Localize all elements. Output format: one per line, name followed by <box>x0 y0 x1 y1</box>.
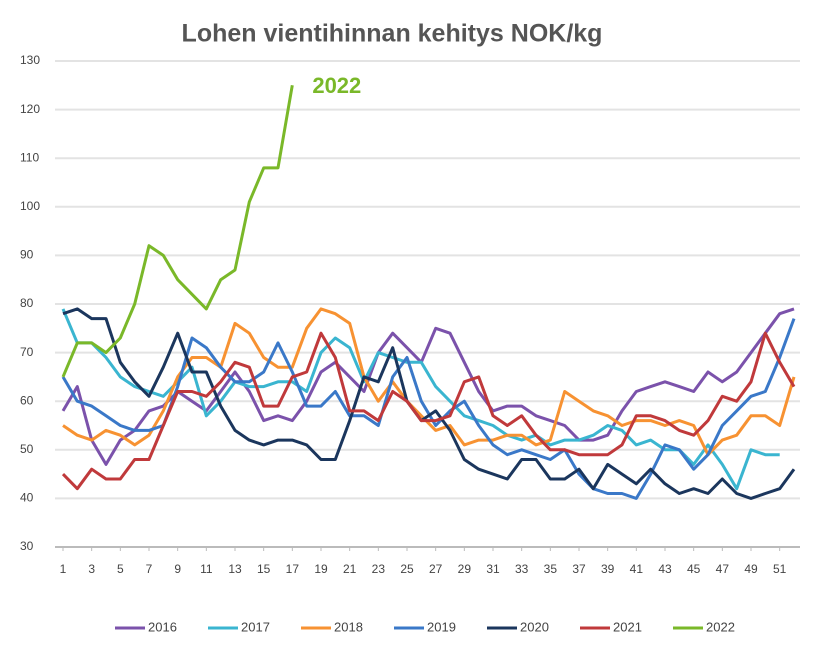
y-tick-label: 90 <box>20 248 34 262</box>
y-tick-label: 110 <box>20 150 39 164</box>
chart-title: Lohen vientihinnan kehitys NOK/kg <box>182 20 603 48</box>
x-tick-label: 31 <box>486 562 500 576</box>
x-tick-label: 13 <box>228 562 242 576</box>
x-tick-label: 21 <box>343 562 357 576</box>
legend-label: 2022 <box>706 619 735 634</box>
y-tick-label: 130 <box>20 53 40 67</box>
series-line <box>61 331 796 491</box>
x-tick-label: 29 <box>458 562 472 576</box>
x-tick-label: 11 <box>200 562 213 576</box>
legend-label: 2018 <box>334 619 363 634</box>
y-tick-label: 120 <box>20 102 40 116</box>
y-tick-label: 100 <box>20 199 40 213</box>
x-tick-label: 15 <box>257 562 271 576</box>
annotation: 2022 <box>312 73 361 98</box>
x-tick-label: 43 <box>658 562 672 576</box>
x-tick-label: 45 <box>687 562 701 576</box>
y-tick-label: 50 <box>20 442 34 456</box>
x-tick-label: 47 <box>716 562 730 576</box>
legend-label: 2017 <box>241 619 270 634</box>
x-tick-label: 5 <box>117 562 124 576</box>
x-tick-label: 19 <box>314 562 328 576</box>
legend-label: 2016 <box>148 619 177 634</box>
legend-label: 2021 <box>613 619 642 634</box>
x-tick-label: 3 <box>88 562 95 576</box>
y-tick-label: 40 <box>20 491 34 505</box>
x-tick-label: 1 <box>60 562 67 576</box>
x-tick-label: 37 <box>572 562 586 576</box>
x-tick-label: 9 <box>174 562 181 576</box>
series-line <box>61 307 795 466</box>
x-tick-label: 27 <box>429 562 443 576</box>
x-tick-label: 35 <box>544 562 558 576</box>
series-line <box>61 308 780 491</box>
x-tick-label: 41 <box>630 562 644 576</box>
x-tick-label: 17 <box>286 562 300 576</box>
x-tick-label: 25 <box>400 562 414 576</box>
y-tick-label: 60 <box>20 393 34 407</box>
series-line <box>61 318 796 500</box>
series-line <box>61 85 294 378</box>
y-tick-label: 70 <box>20 345 34 359</box>
x-tick-label: 23 <box>372 562 386 576</box>
legend-label: 2020 <box>520 619 549 634</box>
y-tick-label: 30 <box>20 539 34 553</box>
legend-label: 2019 <box>427 619 456 634</box>
x-tick-label: 39 <box>601 562 615 576</box>
x-tick-label: 49 <box>744 562 758 576</box>
y-tick-label: 80 <box>20 296 34 310</box>
series-line <box>62 307 796 500</box>
x-tick-label: 33 <box>515 562 529 576</box>
x-tick-label: 51 <box>773 562 787 576</box>
x-tick-label: 7 <box>146 562 153 576</box>
